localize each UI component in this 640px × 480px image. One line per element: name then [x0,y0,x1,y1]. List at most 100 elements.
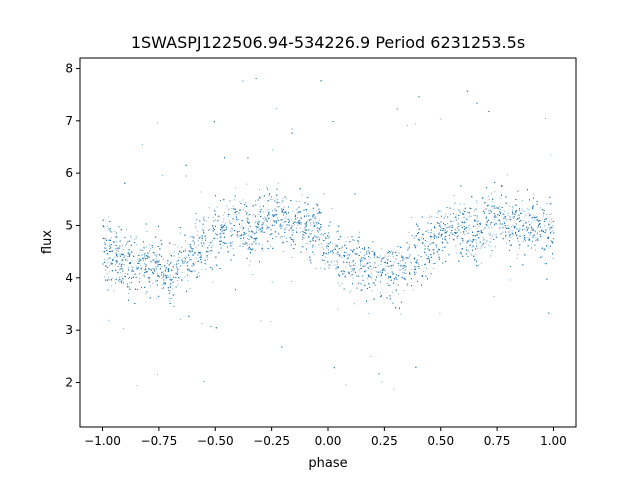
data-point [318,244,320,245]
data-point [162,175,164,176]
data-point [307,212,309,214]
data-point [130,235,131,237]
data-point [315,239,317,241]
data-point [231,243,233,245]
data-point [498,210,500,212]
data-point [174,294,176,296]
data-point [481,246,483,247]
data-point [148,282,150,284]
data-point [505,236,507,238]
data-point [127,260,128,261]
data-point [243,234,245,236]
data-point [180,232,181,234]
data-point [103,259,105,260]
data-point [299,227,301,229]
data-point [295,222,297,224]
data-point [333,249,334,250]
data-point [245,211,246,212]
data-point [242,246,244,247]
data-point [212,228,214,230]
data-point [272,210,273,212]
data-point [201,239,203,241]
data-point [268,209,270,210]
data-point [512,205,514,207]
data-point [127,251,129,253]
data-point [299,231,301,233]
data-point [467,211,468,213]
data-point [509,244,511,246]
data-point [145,269,147,270]
data-point [249,236,251,238]
data-point [354,265,356,267]
data-point [374,262,376,264]
data-point [205,220,207,222]
data-point [472,240,474,242]
data-point [169,253,171,255]
data-point [344,254,346,256]
data-point [169,279,171,280]
data-point [371,272,372,274]
data-point [276,202,278,204]
data-point [440,210,442,212]
data-point [306,210,307,212]
data-point [151,267,153,269]
data-point [444,215,446,217]
data-point [368,268,370,270]
data-point [505,242,507,244]
data-point [175,266,177,268]
data-point [444,231,446,233]
data-point [173,243,175,245]
data-point [460,224,462,226]
data-point [171,270,173,272]
data-point [356,275,357,277]
data-point [280,223,282,225]
data-point [132,266,134,268]
data-point [152,246,154,248]
data-point [136,269,138,270]
data-point [452,226,453,228]
data-point [426,222,428,224]
data-point [425,276,427,277]
data-point [493,234,495,236]
data-point [190,270,192,272]
data-point [278,206,280,208]
data-point [431,216,433,217]
data-point [336,263,338,265]
data-point [238,219,240,221]
data-point [350,290,352,292]
data-point [315,218,317,219]
data-point [360,251,361,253]
data-point [210,253,212,255]
data-point [176,261,178,262]
data-point [425,254,427,255]
data-points-layer [102,78,555,390]
data-point [175,244,177,246]
data-point [522,210,524,212]
data-point [259,189,260,190]
data-point [467,240,469,242]
data-point [142,259,144,261]
data-point [525,214,527,216]
data-point [412,289,414,291]
data-point [117,256,118,257]
data-point [266,210,268,212]
data-point [271,199,273,201]
data-point [181,272,183,273]
data-point [247,235,249,237]
data-point [141,250,143,251]
data-point [136,385,138,387]
data-point [316,237,318,239]
data-point [325,246,327,248]
data-point [544,262,546,264]
data-point [527,237,529,238]
data-point [262,244,264,246]
data-point [367,278,368,280]
data-point [469,215,471,217]
data-point [449,225,451,227]
data-point [331,262,333,264]
data-point [226,205,228,207]
data-point [456,238,458,240]
data-point [237,236,239,238]
data-point [341,257,343,259]
data-point [549,220,551,222]
